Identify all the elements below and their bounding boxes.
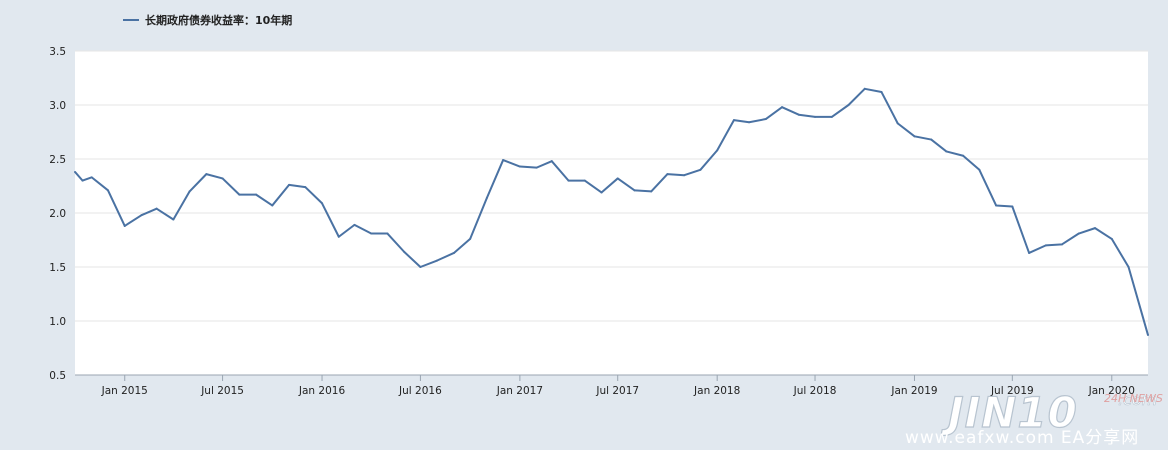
data-point	[74, 170, 76, 173]
y-tick-label: 1.5	[49, 262, 66, 274]
data-point	[1061, 243, 1064, 246]
y-tick-label: 1.0	[49, 316, 66, 328]
data-point	[1127, 266, 1130, 268]
data-point	[419, 266, 422, 268]
data-point	[403, 250, 406, 253]
x-tick-label: Jul 2018	[793, 385, 837, 397]
data-point	[90, 176, 93, 179]
watermark-logo-suffix: .com	[1118, 390, 1157, 409]
data-point	[781, 106, 784, 109]
data-point	[1028, 251, 1031, 254]
data-point	[370, 232, 373, 235]
data-point	[978, 168, 981, 171]
x-axis: Jan 2015 Jul 2015 Jan 2016 Jul 2016 Jan 2017…	[101, 375, 1135, 397]
data-point	[1077, 232, 1080, 235]
data-point	[221, 177, 224, 180]
data-point	[155, 207, 158, 210]
legend[interactable]: 长期政府债券收益率：10年期	[123, 13, 292, 27]
x-tick-label: Jan 2019	[890, 385, 937, 397]
y-tick-label: 3.5	[49, 46, 66, 58]
x-tick-label: Jul 2019	[990, 385, 1034, 397]
data-point	[814, 115, 817, 118]
data-point	[238, 193, 241, 196]
x-tick-label: Jan 2017	[496, 385, 543, 397]
x-tick-label: Jan 2020	[1088, 385, 1135, 397]
x-tick-label: Jul 2016	[398, 385, 442, 397]
y-tick-label: 2.0	[49, 208, 66, 220]
data-point	[616, 177, 619, 180]
data-point	[1110, 237, 1113, 240]
data-point	[650, 190, 653, 193]
data-point	[995, 204, 998, 207]
data-point	[436, 259, 439, 262]
data-point	[469, 237, 472, 240]
grid-lines	[75, 50, 1148, 322]
data-point	[353, 223, 356, 226]
data-point	[271, 204, 274, 207]
x-tick-label: Jul 2017	[595, 385, 639, 397]
data-point	[172, 218, 175, 221]
data-point	[748, 121, 751, 124]
data-point	[386, 232, 389, 235]
watermark-logo: JIN10	[941, 388, 1078, 437]
x-tick-label: Jan 2018	[693, 385, 740, 397]
data-point	[502, 159, 505, 162]
data-point	[880, 91, 883, 94]
data-point	[106, 189, 109, 192]
data-point	[255, 193, 258, 196]
data-point	[930, 138, 933, 141]
data-point	[321, 202, 324, 205]
data-point	[535, 166, 538, 169]
data-point	[1011, 205, 1014, 208]
data-point	[567, 179, 570, 182]
y-tick-label: 0.5	[49, 370, 66, 382]
data-point	[518, 165, 521, 168]
data-point	[896, 122, 899, 125]
data-point	[188, 190, 191, 193]
data-point	[863, 87, 866, 90]
data-point	[452, 251, 455, 254]
data-point	[205, 173, 208, 176]
data-point	[797, 113, 800, 116]
series-group	[74, 87, 1149, 337]
data-point	[600, 191, 603, 194]
data-point	[288, 183, 291, 186]
data-point	[764, 118, 767, 121]
y-tick-label: 3.0	[49, 100, 66, 112]
data-point	[1044, 244, 1047, 247]
y-tick-label: 2.5	[49, 154, 66, 166]
x-tick-label: Jan 2016	[298, 385, 346, 397]
y-axis: 0.5 1.0 1.5 2.0 2.5 3.0 3.5	[49, 46, 66, 382]
data-point	[830, 115, 833, 118]
data-point	[699, 168, 702, 171]
data-point	[847, 104, 850, 106]
data-point	[945, 150, 948, 153]
watermark-url: www.eafxw.com EA分享网	[905, 428, 1139, 448]
data-point	[337, 235, 340, 238]
data-point	[732, 119, 735, 122]
watermark-tag: 24H NEWS	[1104, 392, 1163, 405]
watermark: JIN10 .com 24H NEWS www.eafxw.com EA分享网	[905, 387, 1163, 448]
data-point	[140, 214, 143, 217]
data-point	[666, 173, 669, 176]
data-point	[304, 186, 307, 189]
legend-label[interactable]: 长期政府债券收益率：10年期	[145, 13, 292, 27]
data-point	[1147, 334, 1149, 337]
data-point	[716, 149, 719, 152]
data-point	[913, 135, 916, 138]
data-point	[550, 160, 553, 163]
data-point	[81, 179, 84, 182]
data-point	[123, 224, 126, 227]
data-point	[683, 174, 686, 177]
data-point	[485, 196, 488, 199]
x-tick-label: Jan 2015	[101, 385, 148, 397]
data-point	[1094, 227, 1097, 230]
data-point	[962, 154, 965, 157]
data-point	[633, 189, 636, 192]
data-point	[583, 179, 586, 182]
x-tick-label: Jul 2015	[200, 385, 244, 397]
